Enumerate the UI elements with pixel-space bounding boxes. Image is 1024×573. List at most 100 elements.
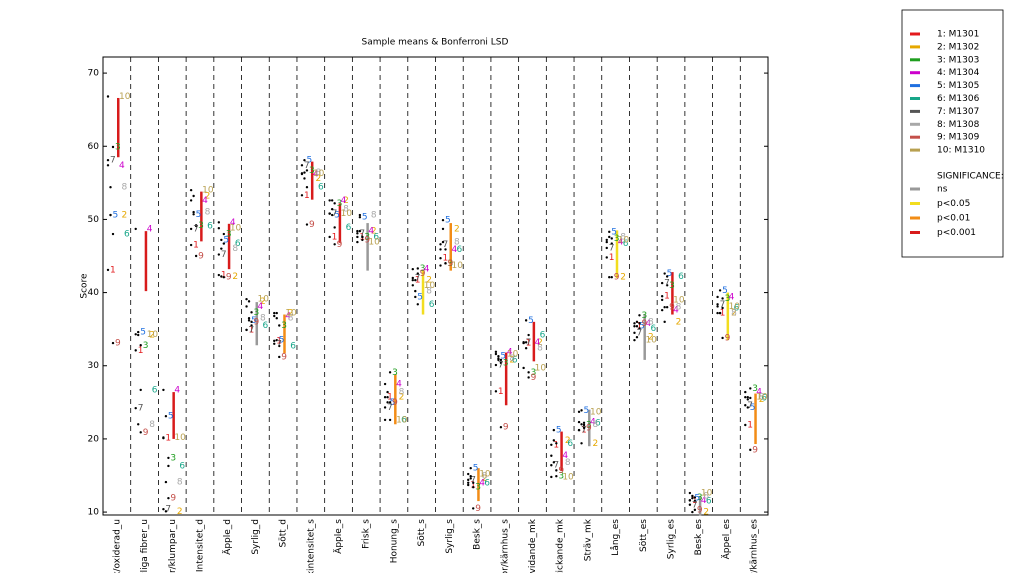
- point-label: 4: [645, 319, 651, 329]
- point-label: 6: [706, 497, 712, 507]
- mean-point: [416, 267, 419, 270]
- point-label: 7: [636, 328, 642, 338]
- point-label: 9: [586, 423, 592, 433]
- mean-point: [275, 311, 278, 315]
- x-tick-label: Stickande_mk: [556, 518, 566, 573]
- mean-point: [245, 305, 248, 308]
- point-label: 6: [152, 385, 158, 395]
- point-label: 10: [424, 281, 436, 291]
- point-label: 4: [424, 265, 430, 275]
- mean-point: [361, 238, 364, 242]
- mean-point: [577, 410, 581, 414]
- point-label: 2: [537, 338, 543, 348]
- x-tick-label: rer/klumpar_u: [168, 519, 178, 573]
- x-tick-label: Svidande_mk: [528, 518, 538, 573]
- mean-point: [250, 320, 253, 324]
- legend-label: 10: M1310: [937, 146, 985, 156]
- mean-point: [688, 503, 692, 506]
- point-label: 9: [143, 428, 149, 438]
- mean-point: [439, 264, 442, 267]
- mean-point: [273, 342, 276, 345]
- point-label: 4: [618, 238, 624, 248]
- point-label: 2: [343, 196, 349, 206]
- mean-point: [356, 232, 359, 235]
- point-label: 9: [226, 273, 232, 283]
- point-label: 5: [722, 286, 728, 296]
- point-label: 4: [701, 496, 707, 506]
- mean-point: [555, 475, 558, 478]
- point-label: 8: [703, 491, 709, 501]
- mean-point: [134, 349, 137, 352]
- point-label: 8: [122, 183, 128, 193]
- mean-point: [164, 510, 168, 513]
- point-label: 4: [590, 418, 596, 428]
- mean-point: [608, 235, 611, 239]
- point-label: 8: [509, 354, 515, 364]
- mean-point: [716, 311, 719, 315]
- point-label: 9: [392, 398, 398, 408]
- point-label: 9: [115, 339, 121, 349]
- point-label: 7: [692, 500, 698, 510]
- legend-label: 3: M1303: [937, 55, 979, 65]
- mean-point: [746, 398, 749, 401]
- point-label: 9: [254, 317, 260, 327]
- mean-point: [189, 243, 193, 247]
- mean-point: [693, 496, 697, 499]
- point-label: 8: [676, 303, 682, 313]
- point-label: 4: [230, 218, 236, 228]
- mean-point: [222, 232, 226, 236]
- point-label: 1: [526, 339, 532, 349]
- point-label: 6: [429, 300, 435, 310]
- point-label: 4: [313, 170, 319, 180]
- point-label: 2: [620, 273, 626, 283]
- mean-point: [688, 499, 692, 502]
- mean-point: [527, 333, 530, 337]
- point-label: 3: [364, 232, 370, 242]
- point-label: 5: [667, 269, 673, 279]
- point-label: 5: [140, 328, 146, 338]
- point-label: 9: [558, 466, 564, 476]
- point-label: 3: [309, 166, 315, 176]
- x-tick-label: or/kärnhus_es: [750, 519, 760, 573]
- mean-point: [688, 491, 692, 495]
- point-label: 10: [341, 209, 353, 219]
- mean-point: [691, 510, 694, 514]
- mean-point: [744, 423, 747, 427]
- mean-point: [746, 406, 749, 409]
- mean-point: [192, 213, 195, 216]
- point-label: 3: [281, 321, 287, 331]
- mean-point: [608, 276, 611, 279]
- mean-point: [305, 186, 309, 189]
- point-label: 6: [540, 331, 546, 341]
- mean-point: [638, 314, 641, 317]
- mean-point: [524, 341, 528, 344]
- mean-point: [469, 475, 472, 478]
- mean-point: [305, 169, 309, 172]
- point-label: 9: [420, 269, 426, 279]
- mean-point: [494, 390, 498, 393]
- mean-point: [247, 319, 251, 322]
- mean-point: [469, 477, 472, 480]
- point-label: 4: [396, 380, 402, 390]
- point-label: 4: [452, 245, 458, 255]
- mean-point: [439, 256, 442, 260]
- point-label: 1: [110, 265, 116, 275]
- mean-point: [610, 237, 613, 240]
- point-label: 2: [731, 309, 737, 319]
- mean-point: [552, 439, 556, 442]
- mean-point: [608, 230, 611, 234]
- point-label: 7: [747, 401, 753, 411]
- point-label: 4: [202, 196, 208, 206]
- point-label: 4: [756, 388, 762, 398]
- point-label: 4: [673, 306, 679, 316]
- mean-point: [552, 461, 556, 464]
- mean-point: [749, 448, 752, 452]
- mean-point: [660, 298, 664, 302]
- x-tick-label: Frisk_s: [362, 519, 372, 549]
- point-label: 7: [138, 404, 144, 414]
- point-label: 4: [535, 338, 541, 348]
- point-label: 2: [288, 309, 294, 319]
- point-label: 9: [309, 220, 315, 230]
- point-label: 1: [138, 346, 144, 356]
- legend-label: ns: [937, 185, 948, 195]
